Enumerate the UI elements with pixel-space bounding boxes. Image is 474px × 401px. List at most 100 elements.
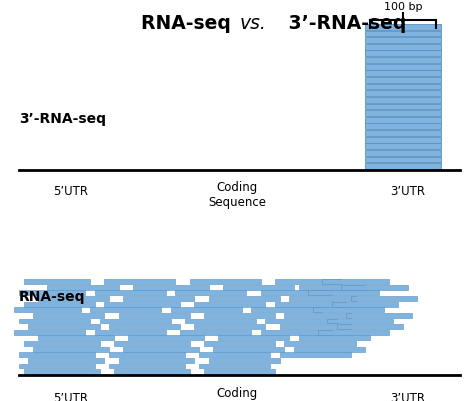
Bar xyxy=(299,336,370,340)
Bar xyxy=(14,308,81,312)
Bar xyxy=(308,291,379,296)
Bar xyxy=(33,347,109,352)
Bar xyxy=(194,302,265,307)
Bar xyxy=(95,291,166,296)
Bar xyxy=(104,302,180,307)
Bar xyxy=(109,324,180,329)
Bar xyxy=(133,285,209,290)
Bar xyxy=(365,38,441,44)
Bar xyxy=(365,45,441,51)
Bar xyxy=(28,358,104,363)
Bar xyxy=(218,336,289,340)
Text: vs.: vs. xyxy=(239,14,266,33)
Bar xyxy=(213,347,284,352)
Bar xyxy=(365,58,441,64)
Bar xyxy=(365,71,441,77)
Bar xyxy=(365,144,441,150)
Bar xyxy=(118,358,194,363)
Bar xyxy=(251,308,322,312)
Bar xyxy=(299,285,365,290)
Bar xyxy=(33,313,104,318)
Bar xyxy=(322,279,389,284)
Bar xyxy=(190,279,261,284)
Bar xyxy=(118,313,190,318)
Bar xyxy=(209,296,280,301)
Bar xyxy=(261,291,332,296)
Bar xyxy=(14,330,85,335)
Bar xyxy=(365,157,441,163)
Bar xyxy=(171,308,242,312)
Bar xyxy=(365,85,441,90)
Bar xyxy=(337,324,403,329)
Bar xyxy=(365,137,441,143)
Text: 5’UTR: 5’UTR xyxy=(54,184,89,197)
Text: 3’-RNA-seq: 3’-RNA-seq xyxy=(19,111,106,125)
Bar xyxy=(365,78,441,84)
Text: 3’UTR: 3’UTR xyxy=(390,391,425,401)
Bar xyxy=(175,291,246,296)
Bar xyxy=(114,341,190,346)
Bar xyxy=(185,319,256,324)
Bar xyxy=(365,65,441,71)
Bar xyxy=(365,164,441,170)
Text: vs. 3’-RNA-seq: vs. 3’-RNA-seq xyxy=(239,14,376,33)
Bar xyxy=(180,330,251,335)
Bar xyxy=(365,51,441,57)
Text: RNA-seq: RNA-seq xyxy=(19,290,85,304)
Bar xyxy=(24,302,95,307)
Bar xyxy=(275,279,341,284)
Text: 5’UTR: 5’UTR xyxy=(54,391,89,401)
Bar xyxy=(38,296,109,301)
Bar xyxy=(365,25,441,31)
Bar xyxy=(365,111,441,117)
Bar xyxy=(28,324,100,329)
Bar xyxy=(19,364,95,369)
Bar xyxy=(332,302,398,307)
Bar xyxy=(280,352,351,357)
Bar xyxy=(365,131,441,136)
Bar xyxy=(123,296,194,301)
Bar xyxy=(199,352,270,357)
Bar xyxy=(95,330,166,335)
Bar xyxy=(24,341,100,346)
Bar xyxy=(24,369,100,374)
Bar xyxy=(209,358,280,363)
Bar xyxy=(199,364,270,369)
Text: Coding
Sequence: Coding Sequence xyxy=(208,180,266,209)
Bar xyxy=(365,31,441,37)
Text: Coding
Sequence: Coding Sequence xyxy=(208,386,266,401)
Bar xyxy=(327,319,393,324)
Bar xyxy=(19,352,95,357)
Bar xyxy=(19,319,90,324)
Bar xyxy=(265,319,337,324)
Bar xyxy=(204,341,275,346)
Bar xyxy=(284,313,351,318)
Bar xyxy=(280,324,351,329)
Bar xyxy=(275,302,346,307)
Bar xyxy=(100,319,171,324)
Bar xyxy=(365,117,441,124)
Bar xyxy=(24,279,90,284)
Bar xyxy=(318,330,389,335)
Bar xyxy=(194,324,265,329)
Bar xyxy=(90,308,161,312)
Bar xyxy=(47,285,118,290)
Bar xyxy=(204,313,275,318)
Bar xyxy=(351,296,417,301)
Bar xyxy=(114,369,190,374)
Bar xyxy=(123,347,199,352)
Text: 100 bp: 100 bp xyxy=(383,2,422,12)
Bar xyxy=(223,285,294,290)
Bar xyxy=(109,352,185,357)
Bar xyxy=(294,347,365,352)
Bar xyxy=(365,98,441,103)
Text: 3’-RNA-seq: 3’-RNA-seq xyxy=(282,14,406,33)
Bar xyxy=(104,279,175,284)
Bar xyxy=(289,296,356,301)
Bar xyxy=(261,330,332,335)
Bar xyxy=(341,285,408,290)
Bar xyxy=(365,124,441,130)
Bar xyxy=(204,369,275,374)
Bar xyxy=(38,336,114,340)
Bar xyxy=(109,364,185,369)
